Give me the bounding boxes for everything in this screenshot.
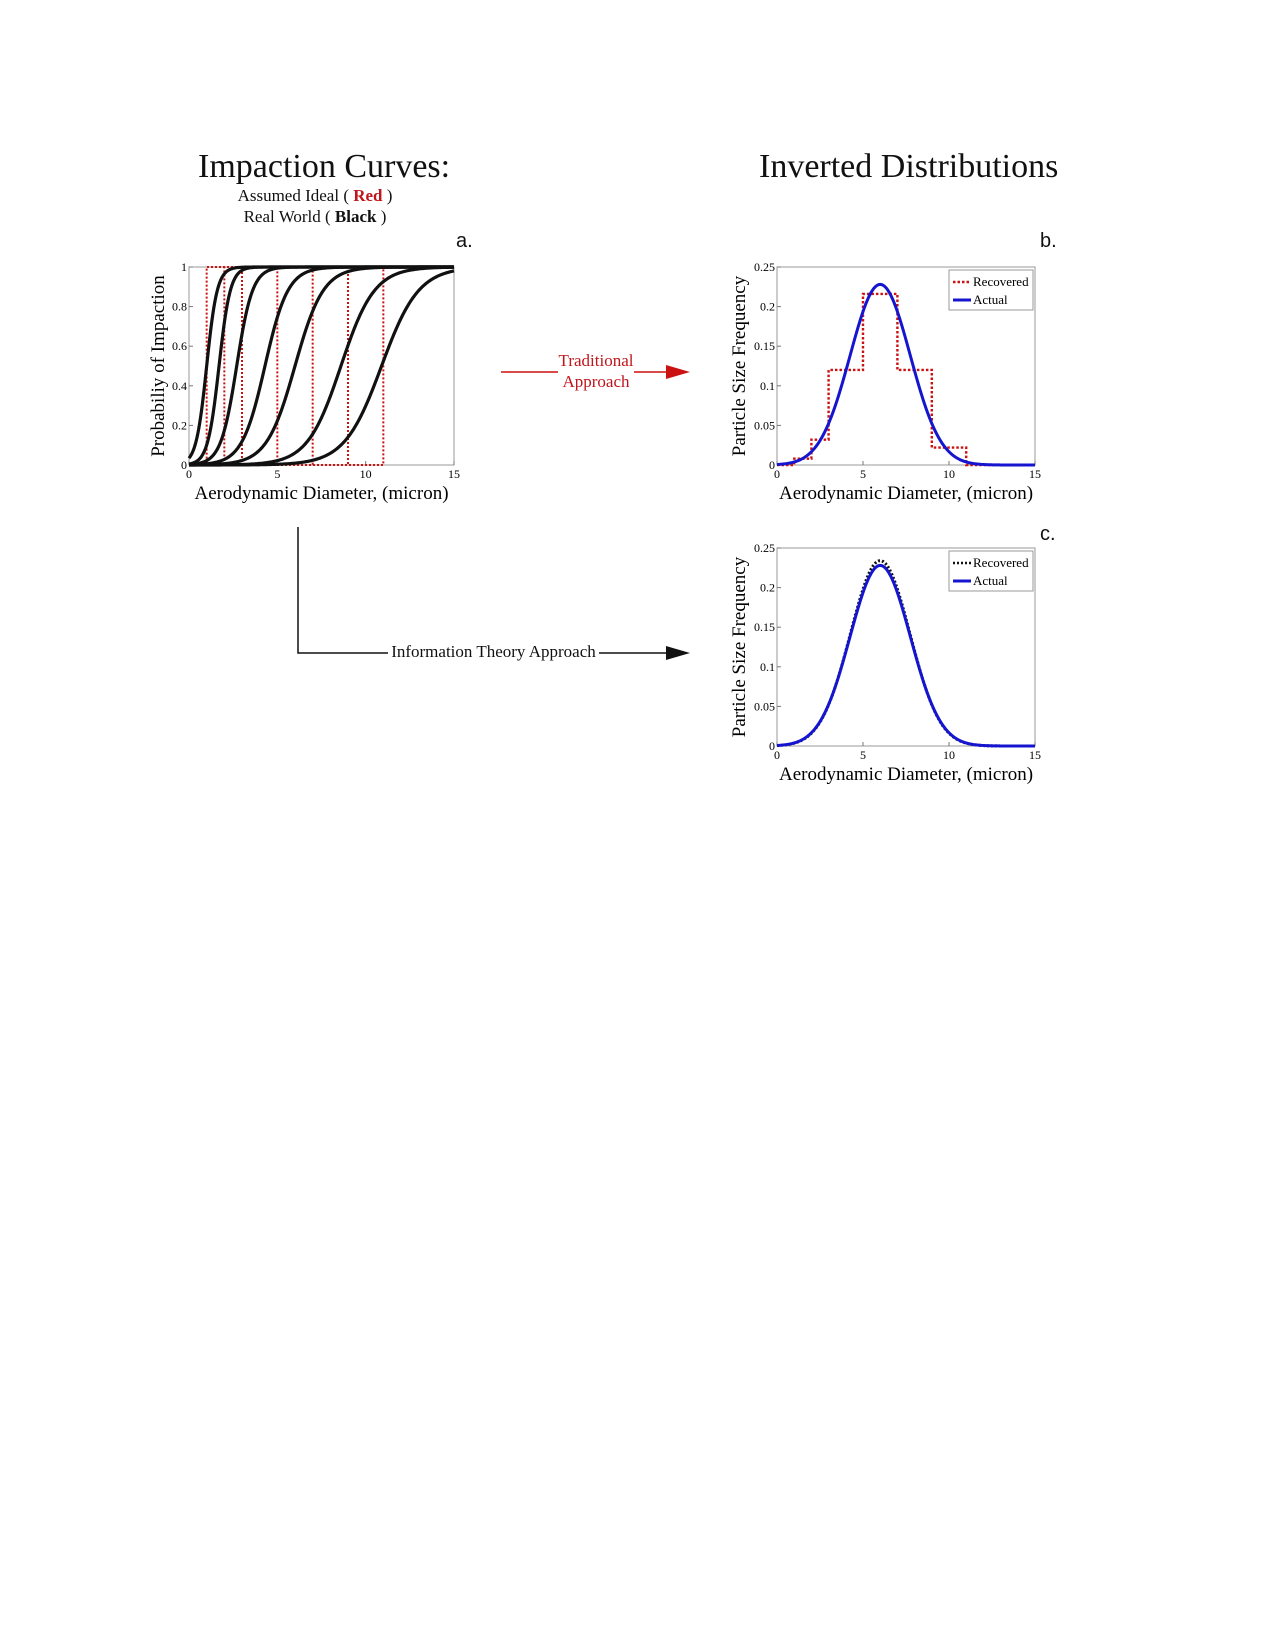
real-sigmoid-curves xyxy=(187,265,455,467)
information-theory-label: Information Theory Approach xyxy=(391,642,596,661)
panel-label-b: b. xyxy=(1040,230,1057,252)
legend-label-actual: Actual xyxy=(973,573,1008,588)
right-title: Inverted Distributions xyxy=(759,148,1059,185)
x-tick-label: 5 xyxy=(274,467,280,481)
left-title: Impaction Curves: xyxy=(198,148,451,185)
y-tick-label: 0.15 xyxy=(754,620,775,634)
panel-label-c: c. xyxy=(1040,523,1056,545)
ideal-suffix: ) xyxy=(382,186,393,205)
y-axis-label: Probabiliy of Impaction xyxy=(148,275,169,457)
y-tick-label: 1 xyxy=(181,260,187,274)
legend-label-recovered: Recovered xyxy=(973,274,1029,289)
y-tick-label: 0.05 xyxy=(754,699,775,713)
traditional-approach-label: Traditional Approach xyxy=(540,350,652,392)
real-prefix: Real World ( xyxy=(243,207,335,226)
x-tick-label: 10 xyxy=(360,467,372,481)
x-tick-label: 15 xyxy=(448,467,460,481)
plot-frame xyxy=(776,266,1036,466)
x-tick-label: 10 xyxy=(943,748,955,762)
y-tick-label: 0 xyxy=(181,458,187,472)
actual-series-line xyxy=(776,282,1035,467)
y-axis-label: Particle Size Frequency xyxy=(729,275,750,456)
y-tick-label: 0.25 xyxy=(754,541,775,555)
legend-label-actual: Actual xyxy=(973,292,1008,307)
y-tick-label: 0.2 xyxy=(760,300,775,314)
ideal-prefix: Assumed Ideal ( xyxy=(237,186,354,205)
y-tick-label: 0.2 xyxy=(172,418,187,432)
x-axis-label: Aerodynamic Diameter, (micron) xyxy=(779,483,1033,504)
panel-label-a: a. xyxy=(456,230,473,252)
y-tick-label: 0 xyxy=(769,739,775,753)
real-suffix: ) xyxy=(376,207,387,226)
left-subtitle-ideal: Assumed Ideal ( Red ) xyxy=(220,186,410,206)
recovered-step-series xyxy=(777,292,1035,467)
x-axis-label: Aerodynamic Diameter, (micron) xyxy=(194,483,448,504)
x-axis-label: Aerodynamic Diameter, (micron) xyxy=(779,764,1033,785)
x-tick-label: 15 xyxy=(1029,748,1041,762)
left-subtitle-real: Real World ( Black ) xyxy=(220,207,410,227)
legend-box xyxy=(948,550,1034,592)
y-tick-label: 0.1 xyxy=(760,660,775,674)
chart-c-information-theory-inversion: 0 5 10 15 0 0.05 0.1 0.15 0.2 0.25 Aerodynamic Dia… xyxy=(729,541,1041,785)
y-tick-label: 0.1 xyxy=(760,379,775,393)
legend-label-recovered: Recovered xyxy=(973,555,1029,570)
y-tick-label: 0.8 xyxy=(172,300,187,314)
chart-a-impaction-curves: 0 5 10 15 0 0.2 0.4 0.6 0.8 1 Aerodynamic Diameter… xyxy=(148,260,460,504)
y-tick-label: 0.25 xyxy=(754,260,775,274)
plot-frame xyxy=(776,547,1036,747)
chart-b-traditional-inversion: 0 5 10 15 0 0.05 0.1 0.15 0.2 0.25 Aerodynamic Dia… xyxy=(729,260,1041,504)
real-sigmoid-7 xyxy=(189,269,455,467)
y-axis-label: Particle Size Frequency xyxy=(729,556,750,737)
x-tick-label: 0 xyxy=(774,467,780,481)
x-tick-label: 0 xyxy=(774,748,780,762)
y-tick-label: 0 xyxy=(769,458,775,472)
real-black-word: Black xyxy=(334,207,377,226)
real-sigmoid-5 xyxy=(188,265,454,467)
x-tick-label: 0 xyxy=(186,467,192,481)
x-tick-label: 15 xyxy=(1029,467,1041,481)
y-tick-label: 0.2 xyxy=(760,581,775,595)
traditional-label-line2: Approach xyxy=(562,372,630,391)
y-tick-label: 0.4 xyxy=(172,379,187,393)
traditional-label-line1: Traditional xyxy=(558,351,634,370)
legend-box xyxy=(948,269,1034,311)
x-tick-label: 5 xyxy=(860,467,866,481)
y-tick-label: 0.6 xyxy=(172,339,187,353)
ideal-red-word: Red xyxy=(353,186,383,205)
actual-series-line xyxy=(776,563,1035,748)
y-tick-label: 0.05 xyxy=(754,418,775,432)
x-tick-label: 5 xyxy=(860,748,866,762)
x-tick-label: 10 xyxy=(943,467,955,481)
information-arrow xyxy=(297,527,690,660)
y-tick-label: 0.15 xyxy=(754,339,775,353)
